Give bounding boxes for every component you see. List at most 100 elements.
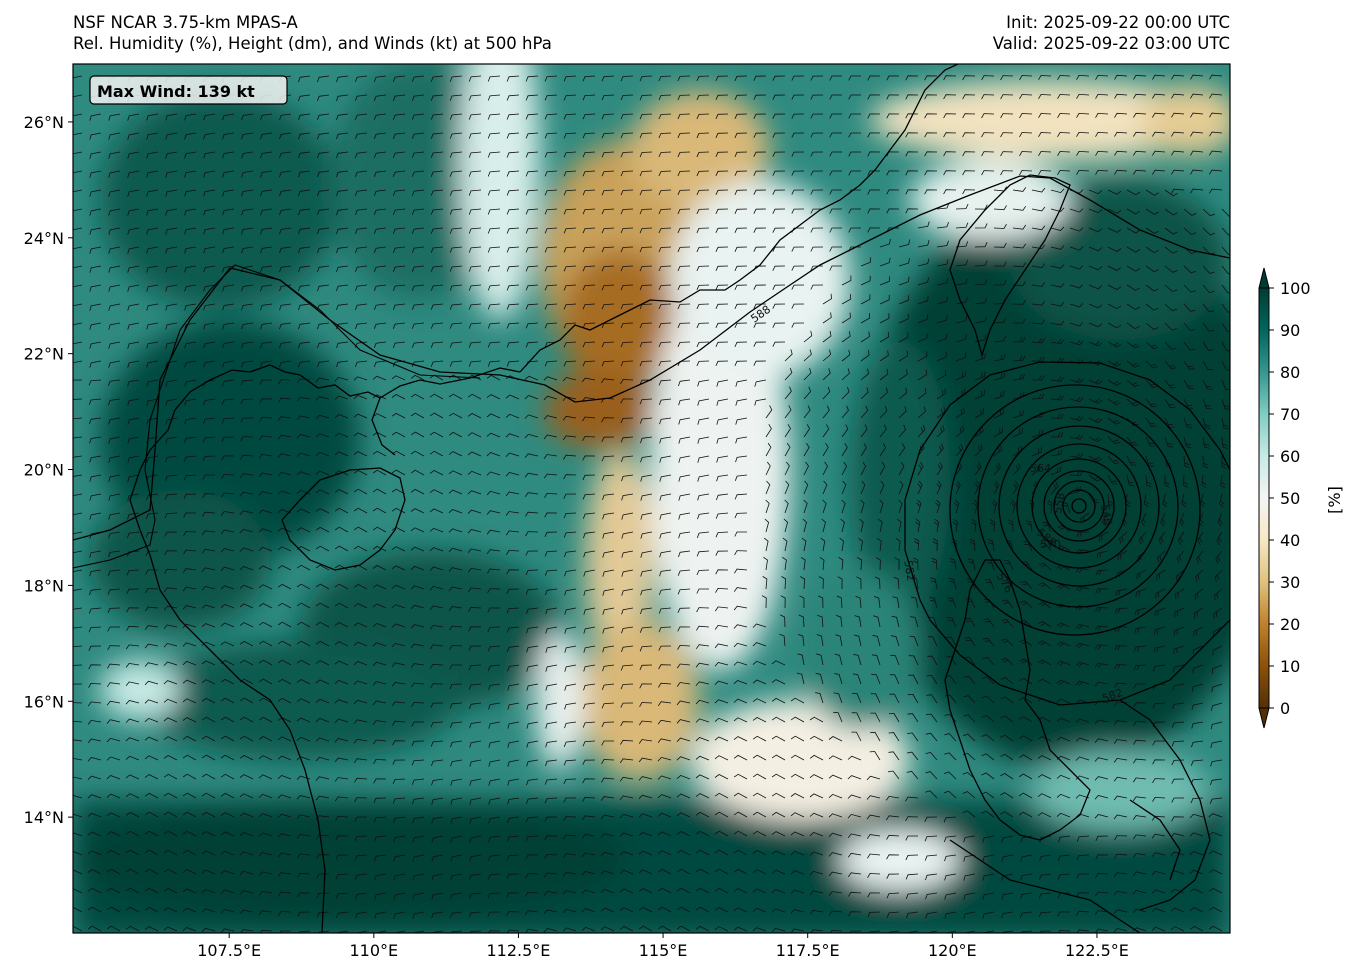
wind-barb [657,868,672,875]
wind-barb [89,265,102,273]
wind-barb [1171,169,1185,175]
wind-barb [353,622,368,628]
wind-barb [772,170,786,176]
wind-barb [981,75,995,81]
wind-barb [841,386,850,400]
wind-barb [277,640,292,647]
wind-barb [525,246,539,253]
wind-barb [583,588,596,596]
wind-barb [677,626,691,632]
wind-barb [525,511,539,517]
wind-barb [203,151,216,159]
wind-barb [695,662,710,668]
wind-barb [391,623,406,628]
wind-barb [733,849,748,856]
wind-barb [695,699,710,705]
wind-barb [1133,664,1147,671]
wind-barb [410,624,425,629]
wind-barb [298,322,311,330]
wind-barb [182,927,197,932]
wind-barb [353,758,368,764]
wind-barb [898,369,908,381]
wind-barb [392,740,406,746]
wind-barb [279,265,292,273]
wind-barb [221,417,235,424]
wind-barb [771,850,786,856]
wind-barb [448,586,463,592]
wind-barb [582,246,596,253]
wind-barb [898,406,907,419]
wind-barb [936,370,947,381]
wind-barb [163,698,178,704]
wind-barb [784,405,792,419]
wind-barb [1094,776,1109,781]
wind-barb [733,642,748,648]
wind-barb [108,474,121,482]
wind-barb [619,907,634,913]
wind-barb [1215,550,1223,564]
wind-barb [163,888,178,894]
wind-barb [601,75,615,82]
wind-barb [449,208,463,215]
wind-barb [860,350,870,362]
wind-barb [126,607,140,613]
wind-barb [1136,569,1147,580]
wind-barb [411,246,425,253]
wind-barb [734,132,748,138]
wind-barb [336,911,349,919]
wind-barb [220,716,235,723]
wind-barb [716,436,729,444]
wind-barb [182,568,197,573]
wind-barb [809,890,824,895]
wind-barb [697,455,710,463]
wind-barb [809,774,824,780]
wind-barb [296,452,311,457]
wind-barb [895,537,901,552]
wind-barb [581,815,596,821]
wind-barb [1192,645,1204,655]
wind-barb [431,873,444,881]
wind-barb [1141,512,1147,527]
wind-barb [784,349,793,362]
wind-barb [696,360,710,367]
wind-barb [260,246,273,254]
wind-barb [1107,322,1122,329]
wind-barb [431,816,444,824]
wind-barb [601,721,615,728]
wind-barb [955,407,965,419]
wind-barb [1031,375,1045,381]
wind-barb [220,792,235,799]
wind-barb [1113,720,1128,726]
wind-barb [638,869,653,875]
wind-barb [1164,208,1178,216]
wind-barb [108,189,121,197]
wind-barb [964,637,976,647]
wind-barb [315,660,330,666]
wind-barb [125,774,140,780]
wind-barb [1133,74,1147,80]
wind-barb [106,700,121,706]
wind-barb [1096,550,1109,559]
wind-barb [505,413,520,419]
wind-barb [260,303,273,311]
wind-barb [165,284,178,292]
wind-barb [449,664,462,670]
wind-barb [201,679,216,685]
wind-barb [879,257,891,267]
wind-barb [926,675,938,685]
wind-barb [353,583,368,590]
wind-barb [1008,519,1014,533]
wind-barb [601,360,615,367]
wind-barb [165,113,178,121]
wind-barb [88,398,102,405]
wind-barb [73,832,83,837]
wind-barb [564,645,577,653]
wind-barb [974,444,983,457]
wind-barb [393,835,406,843]
wind-barb [981,170,995,176]
wind-barb [583,569,596,577]
wind-barb [410,469,425,476]
wind-barb [259,379,273,385]
wind-barb [296,602,311,609]
wind-barb [658,398,672,405]
